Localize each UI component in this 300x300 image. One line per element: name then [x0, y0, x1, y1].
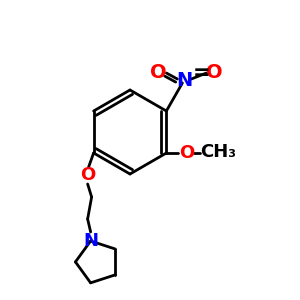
Text: O: O [206, 62, 223, 82]
Text: N: N [83, 232, 98, 250]
Text: =: = [193, 63, 210, 83]
Text: O: O [150, 62, 167, 82]
Text: O: O [80, 166, 95, 184]
Text: CH₃: CH₃ [200, 143, 236, 161]
Text: N: N [176, 71, 193, 91]
Text: O: O [179, 144, 194, 162]
